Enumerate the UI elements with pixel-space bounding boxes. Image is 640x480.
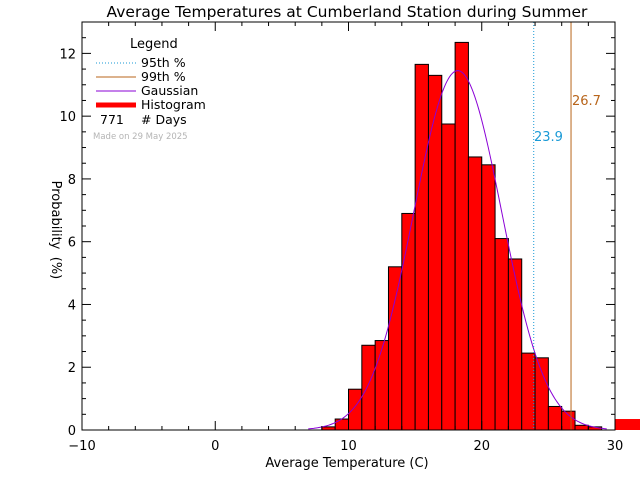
days-count: 771 — [100, 112, 124, 127]
histogram-bar — [334, 418, 349, 431]
histogram-bar — [507, 258, 523, 431]
histogram-bar — [574, 424, 589, 431]
y-tick-label: 12 — [59, 47, 76, 62]
legend-title: Legend — [130, 37, 178, 52]
y-tick-label: 10 — [59, 110, 76, 125]
histogram-bar — [374, 340, 389, 431]
x-tick-label: 20 — [473, 439, 490, 454]
made-on-note: Made on 29 May 2025 — [93, 132, 188, 142]
percentile-99-label: 26.7 — [572, 94, 601, 109]
histogram-bar — [387, 266, 403, 431]
chart-title: Average Temperatures at Cumberland Stati… — [107, 3, 589, 21]
histogram-bar — [494, 238, 509, 431]
y-tick-label: 2 — [68, 361, 76, 376]
x-axis-label: Average Temperature (C) — [265, 456, 428, 471]
legend-label: 99th % — [141, 69, 186, 84]
percentile-95-label: 23.9 — [534, 130, 563, 145]
histogram-bar — [521, 352, 536, 431]
y-axis-label: Probability — [48, 181, 63, 250]
histogram-bar — [348, 388, 363, 431]
histogram-bar — [414, 63, 429, 431]
x-tick-label: 30 — [607, 439, 624, 454]
x-tick-label: 0 — [211, 439, 219, 454]
days-label: # Days — [141, 112, 187, 127]
y-tick-label: 0 — [68, 424, 76, 439]
overflow-bar — [615, 419, 640, 430]
histogram-bar — [481, 164, 496, 431]
legend-label: Histogram — [141, 97, 206, 112]
y-tick-label: 6 — [68, 236, 76, 251]
y-tick-label: 8 — [68, 173, 76, 188]
x-tick-label: −10 — [68, 439, 95, 454]
legend-label: Gaussian — [141, 83, 198, 98]
histogram-bar — [467, 156, 483, 431]
histogram-bar — [534, 357, 549, 431]
legend-label: 95th % — [141, 55, 186, 70]
x-tick-label: 10 — [340, 439, 357, 454]
histogram-bar — [454, 41, 469, 431]
y-axis-unit: (%) — [48, 257, 63, 280]
histogram-bar — [401, 212, 416, 431]
histogram-bar — [427, 74, 443, 431]
gaussian-curve — [308, 70, 607, 430]
histogram-bar — [361, 344, 376, 431]
histogram-bar — [561, 410, 576, 431]
histogram-bar — [547, 405, 563, 431]
y-tick-label: 4 — [68, 298, 76, 313]
histogram-bar — [441, 123, 456, 431]
